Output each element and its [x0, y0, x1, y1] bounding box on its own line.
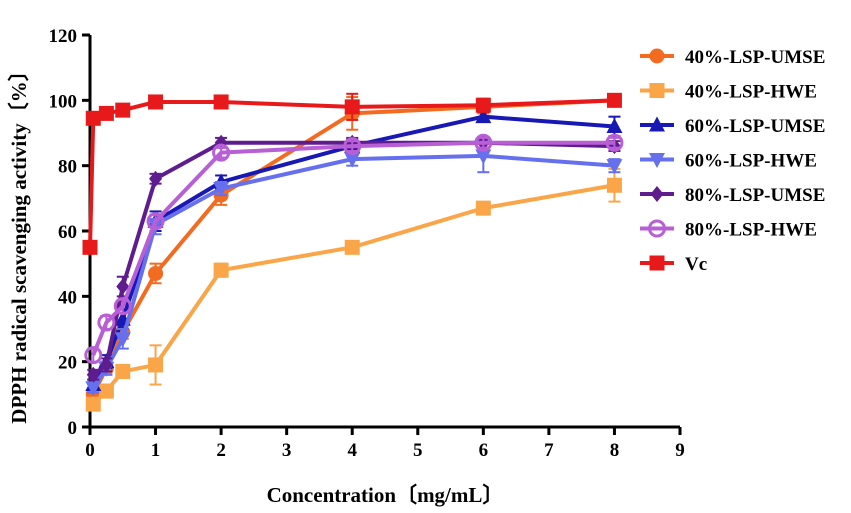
legend-label: 40%-LSP-HWE — [685, 82, 817, 103]
data-point — [213, 262, 229, 278]
data-point — [474, 133, 493, 152]
y-tick-label: 40 — [58, 287, 77, 308]
data-point — [344, 99, 360, 115]
y-tick-label: 20 — [58, 353, 77, 374]
data-point — [114, 332, 131, 348]
data-point — [85, 396, 101, 412]
y-axis-title: DPPH radical scavenging activity〔%〕 — [7, 60, 31, 423]
legend-marker — [649, 48, 665, 64]
x-axis-title: Concentration〔mg/mL〕 — [267, 483, 504, 507]
data-point — [116, 278, 130, 295]
data-point — [115, 102, 131, 118]
legend-label: 60%-LSP-HWE — [685, 151, 817, 172]
data-point — [605, 133, 624, 152]
y-tick-label: 120 — [49, 26, 78, 47]
legend-label: 80%-LSP-UMSE — [685, 185, 825, 206]
legend-item: 80%-LSP-UMSE — [640, 185, 825, 206]
legend-item: Vc — [640, 254, 707, 275]
data-point — [85, 381, 102, 397]
data-point — [475, 149, 492, 165]
data-point — [98, 105, 114, 121]
legend-item: 40%-LSP-UMSE — [640, 47, 825, 68]
legend-label: Vc — [685, 254, 707, 275]
series-40%-LSP-HWE — [85, 167, 622, 412]
data-point — [212, 143, 231, 162]
series-Vc — [82, 92, 622, 255]
legend-label: 80%-LSP-HWE — [685, 220, 817, 241]
y-axis-ticks: 0 20 40 60 80 100 120 — [49, 26, 90, 439]
legend: 40%-LSP-UMSE 40%-LSP-HWE 60%-LSP-UMSE 60%-L… — [640, 47, 825, 275]
legend-label: 40%-LSP-UMSE — [685, 47, 825, 68]
data-point — [99, 356, 113, 373]
data-point — [86, 366, 100, 383]
series-line — [91, 153, 615, 389]
data-point — [343, 137, 362, 156]
x-tick-label: 6 — [479, 440, 489, 461]
series-line — [91, 183, 615, 406]
x-tick-label: 8 — [610, 440, 620, 461]
x-axis-ticks: 0 1 2 3 4 5 6 7 8 9 — [85, 427, 685, 461]
y-tick-label: 60 — [58, 222, 77, 243]
legend-marker — [649, 116, 665, 132]
data-point — [115, 363, 131, 379]
series-line — [91, 140, 615, 356]
data-point — [344, 239, 360, 255]
x-tick-label: 4 — [347, 440, 357, 461]
x-tick-label: 7 — [544, 440, 554, 461]
legend-marker — [650, 186, 664, 202]
data-point — [475, 200, 491, 216]
data-point — [606, 117, 623, 133]
legend-item: 60%-LSP-UMSE — [640, 116, 825, 137]
series-80%-LSP-HWE — [84, 133, 624, 365]
legend-marker — [649, 83, 665, 98]
legend-marker — [649, 255, 665, 271]
x-tick-label: 5 — [413, 440, 423, 461]
data-point — [606, 92, 622, 108]
legend-marker — [649, 153, 665, 168]
x-tick-label: 2 — [216, 440, 226, 461]
data-point — [148, 265, 164, 281]
y-tick-label: 80 — [58, 157, 77, 178]
data-point — [85, 110, 101, 126]
data-point — [97, 313, 116, 332]
data-point — [148, 94, 164, 110]
data-point — [113, 297, 132, 316]
y-tick-label: 100 — [49, 91, 78, 112]
data-point — [475, 97, 491, 113]
y-tick-label: 0 — [68, 418, 78, 439]
x-tick-label: 3 — [282, 440, 292, 461]
data-point — [213, 182, 230, 198]
legend-label: 60%-LSP-UMSE — [685, 116, 825, 137]
axes — [88, 35, 680, 429]
data-point — [148, 357, 164, 373]
data-point — [344, 152, 361, 168]
data-point — [149, 170, 163, 187]
data-point — [84, 346, 103, 365]
x-tick-label: 0 — [85, 440, 95, 461]
legend-marker — [648, 219, 666, 238]
series-60%-LSP-HWE — [85, 138, 623, 397]
data-point — [606, 177, 622, 193]
data-point — [606, 159, 623, 175]
data-point — [475, 108, 492, 124]
data-point — [213, 94, 229, 110]
data-point — [82, 239, 98, 255]
x-tick-label: 1 — [151, 440, 161, 461]
plot-area — [82, 92, 624, 412]
legend-item: 80%-LSP-HWE — [640, 219, 817, 241]
legend-item: 60%-LSP-HWE — [640, 151, 817, 172]
data-point — [98, 383, 114, 399]
data-point — [146, 212, 165, 231]
x-tick-label: 9 — [675, 440, 685, 461]
legend-item: 40%-LSP-HWE — [640, 82, 817, 103]
